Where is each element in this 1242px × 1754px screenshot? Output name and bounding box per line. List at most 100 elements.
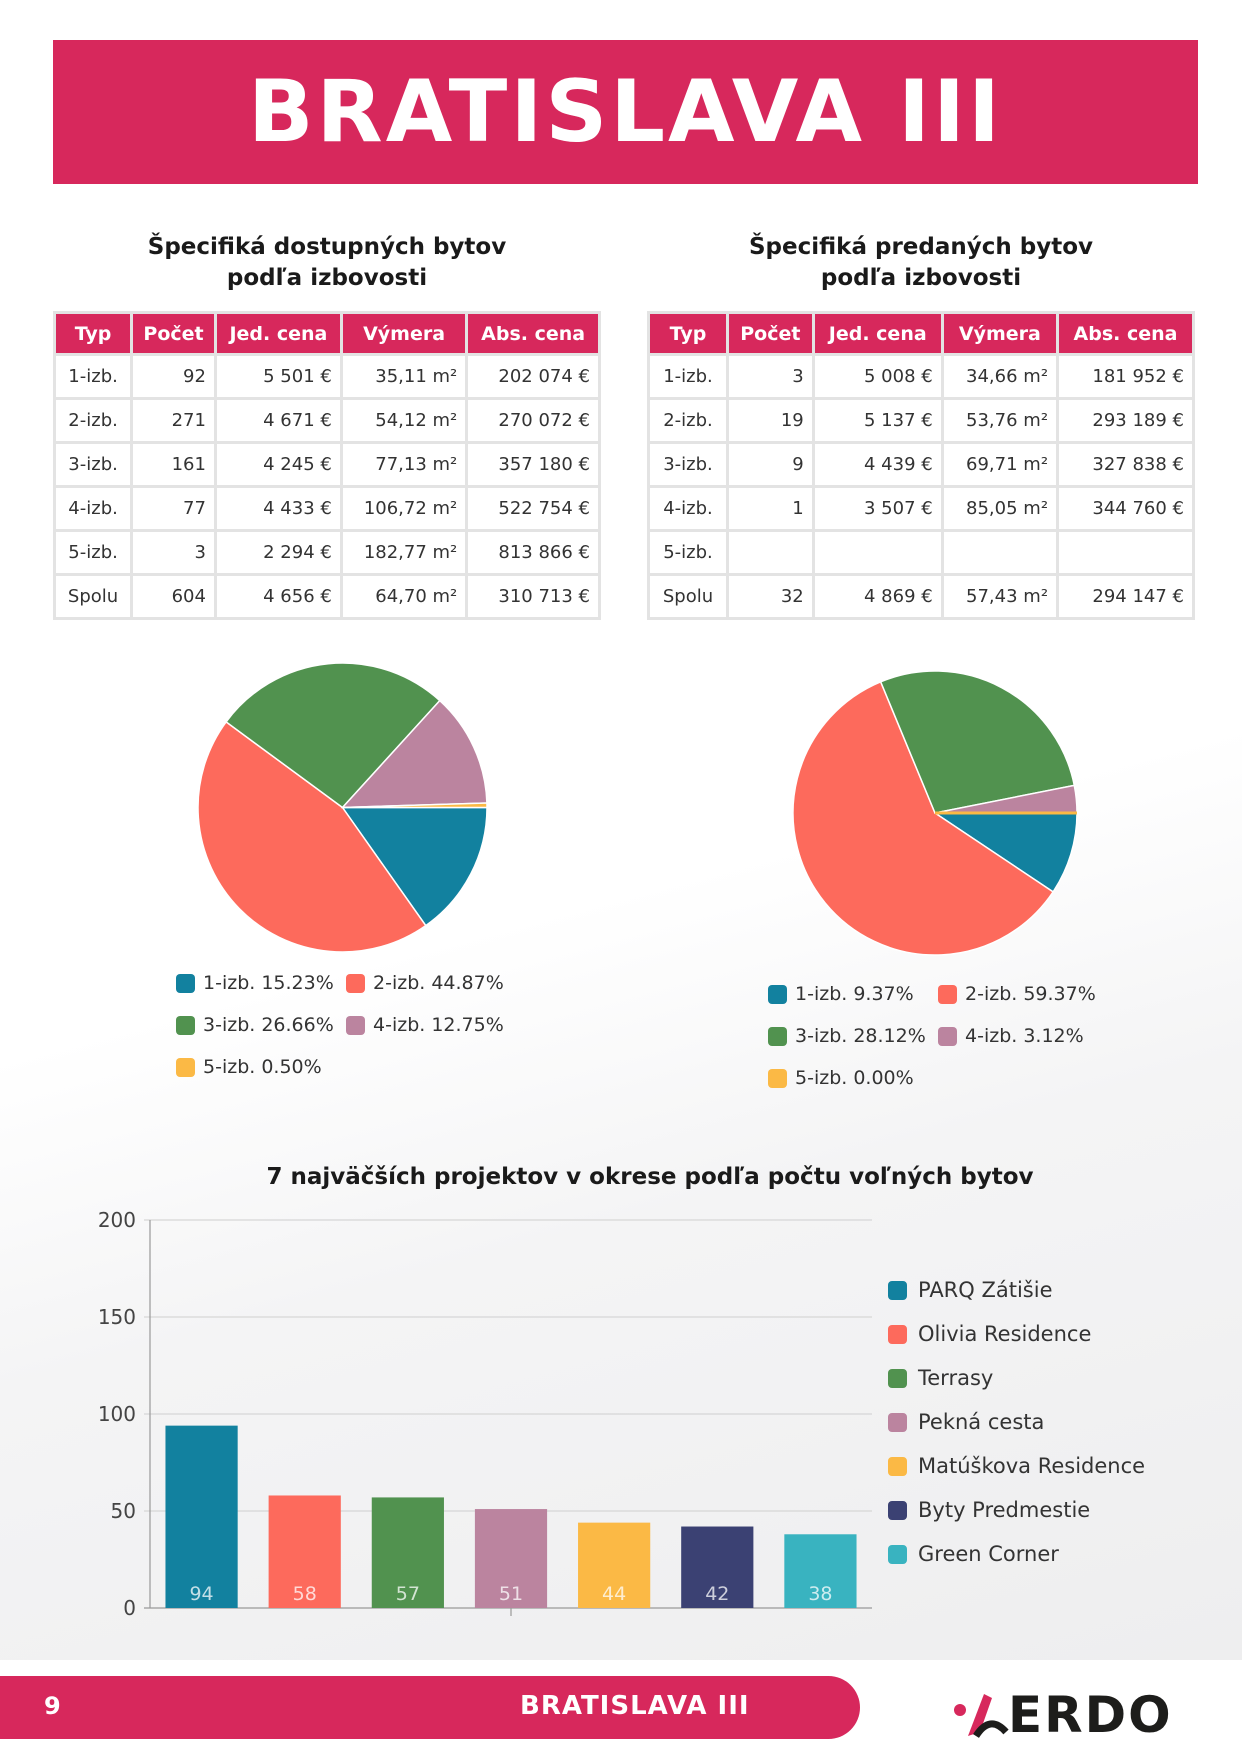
table-header-row: Typ Počet Jed. cena Výmera Abs. cena	[56, 314, 598, 353]
legend-item: 4-izb. 3.12%	[938, 1025, 1084, 1047]
bar-value-label: 44	[602, 1583, 626, 1605]
legend-item: 4-izb. 12.75%	[346, 1014, 504, 1036]
erdo-logo-icon	[954, 1694, 1009, 1739]
bar-value-label: 57	[396, 1583, 420, 1605]
available-title-line2: podľa izbovosti	[226, 265, 428, 291]
table-cell: 294 147 €	[1059, 576, 1192, 617]
table-cell: 19	[728, 400, 812, 441]
table-cell: 271	[133, 400, 214, 441]
bar-chart-title: 7 najväčších projektov v okrese podľa po…	[266, 1164, 1034, 1190]
table-cell: 604	[133, 576, 214, 617]
legend-label: Matúškova Residence	[918, 1454, 1146, 1478]
table-row: 2-izb. 19 5 137 €53,76 m² 293 189 €	[650, 400, 1192, 441]
pie-slice-1izb	[341, 806, 488, 927]
legend-swatch	[768, 984, 787, 1004]
legend-label: 1-izb. 15.23%	[203, 972, 334, 994]
table-row: 3-izb. 9 4 439 €69,71 m² 327 838 €	[650, 444, 1192, 485]
table-cell: 3-izb.	[56, 444, 131, 485]
sold-pie-legend: 1-izb. 9.37% 2-izb. 59.37% 3-izb. 28.12% 4-…	[768, 983, 1148, 1113]
table-cell: 4 869 €	[814, 576, 941, 617]
table-cell: 344 760 €	[1059, 488, 1192, 529]
column-header: Výmera	[342, 314, 466, 353]
legend-label: Olivia Residence	[918, 1322, 1092, 1346]
bar-5	[578, 1522, 651, 1608]
legend-swatch	[176, 1057, 195, 1077]
available-pie-legend: 1-izb. 15.23% 2-izb. 44.87% 3-izb. 26.66% 4…	[176, 972, 556, 1102]
bar-value-label: 94	[189, 1583, 213, 1605]
legend-swatch	[938, 984, 957, 1004]
column-header: Jed. cena	[814, 314, 941, 353]
legend-swatch	[176, 973, 195, 993]
legend-swatch	[888, 1324, 907, 1344]
legend-label: Green Corner	[918, 1542, 1059, 1566]
table-cell: 4 433 €	[216, 488, 340, 529]
bar-1	[165, 1425, 238, 1608]
sold-specs-table: Typ Počet Jed. cena Výmera Abs. cena 1-izb. 3…	[647, 311, 1195, 620]
bar-value-label: 42	[705, 1583, 729, 1605]
legend-label: Byty Predmestie	[918, 1498, 1091, 1522]
column-header: Typ	[56, 314, 131, 353]
table-cell: 2-izb.	[650, 400, 726, 441]
table-cell: 3	[133, 532, 214, 573]
table-row: 5-izb. 3 2 294 €182,77 m² 813 866 €	[56, 532, 598, 573]
legend-item: 5-izb. 0.00%	[768, 1067, 914, 1089]
legend-item: Olivia Residence	[888, 1312, 1145, 1356]
table-cell: 85,05 m²	[943, 488, 1057, 529]
legend-item: 2-izb. 59.37%	[938, 983, 1096, 1005]
table-cell: Spolu	[56, 576, 131, 617]
bar-value-label: 58	[293, 1583, 317, 1605]
legend-item: Pekná cesta	[888, 1400, 1145, 1444]
table-row: 4-izb. 1 3 507 €85,05 m² 344 760 €	[650, 488, 1192, 529]
logo-text: ERDO	[1008, 1686, 1173, 1744]
table-cell: 1	[728, 488, 812, 529]
table-row: 3-izb. 161 4 245 €77,13 m² 357 180 €	[56, 444, 598, 485]
table-cell: 4 439 €	[814, 444, 941, 485]
table-cell: 161	[133, 444, 214, 485]
legend-swatch	[888, 1368, 907, 1388]
column-header: Abs. cena	[468, 314, 598, 353]
bar-chart-legend: PARQ Zátišie Olivia Residence Terrasy Pekná…	[888, 1268, 1145, 1576]
legend-swatch	[888, 1500, 907, 1520]
legend-swatch	[768, 1026, 787, 1046]
sold-title-line1: Špecifiká predaných bytov	[748, 234, 1094, 260]
legend-item: Byty Predmestie	[888, 1488, 1145, 1532]
table-cell: 2-izb.	[56, 400, 131, 441]
legend-item: 1-izb. 15.23%	[176, 972, 334, 994]
legend-label: Pekná cesta	[918, 1410, 1045, 1434]
available-table-title: Špecifiká dostupných bytov podľa izbovos…	[53, 232, 601, 294]
table-cell: 77	[133, 488, 214, 529]
table-cell: 4 245 €	[216, 444, 340, 485]
table-cell	[814, 532, 941, 573]
y-tick-label: 0	[123, 1596, 136, 1620]
page-title: BRATISLAVA III	[248, 62, 1003, 162]
pie-slice-1izb	[932, 812, 1078, 893]
table-row: Spolu 32 4 869 €57,43 m² 294 147 €	[650, 576, 1192, 617]
legend-item: Matúškova Residence	[888, 1444, 1145, 1488]
legend-label: 2-izb. 44.87%	[373, 972, 504, 994]
column-header: Jed. cena	[216, 314, 340, 353]
pie-slice-4izb	[340, 699, 488, 809]
available-pie-chart	[197, 662, 488, 953]
table-row: Spolu 604 4 656 €64,70 m² 310 713 €	[56, 576, 598, 617]
pie-slice-3izb	[225, 662, 441, 809]
legend-item: Terrasy	[888, 1356, 1145, 1400]
table-row: 1-izb. 3 5 008 €34,66 m² 181 952 €	[650, 356, 1192, 397]
table-cell: 4-izb.	[56, 488, 131, 529]
table-row: 2-izb. 271 4 671 €54,12 m² 270 072 €	[56, 400, 598, 441]
available-title-line1: Špecifiká dostupných bytov	[147, 234, 507, 260]
table-cell: Spolu	[650, 576, 726, 617]
table-cell: 34,66 m²	[943, 356, 1057, 397]
column-header: Počet	[728, 314, 812, 353]
table-cell: 270 072 €	[468, 400, 598, 441]
legend-item: 3-izb. 28.12%	[768, 1025, 926, 1047]
legend-swatch	[888, 1456, 907, 1476]
table-cell: 3	[728, 356, 812, 397]
table-cell: 106,72 m²	[342, 488, 466, 529]
legend-label: 4-izb. 12.75%	[373, 1014, 504, 1036]
legend-label: Terrasy	[918, 1366, 994, 1390]
legend-label: 2-izb. 59.37%	[965, 983, 1096, 1005]
bar-3	[371, 1497, 444, 1608]
table-cell: 54,12 m²	[342, 400, 466, 441]
table-cell: 53,76 m²	[943, 400, 1057, 441]
table-cell: 310 713 €	[468, 576, 598, 617]
